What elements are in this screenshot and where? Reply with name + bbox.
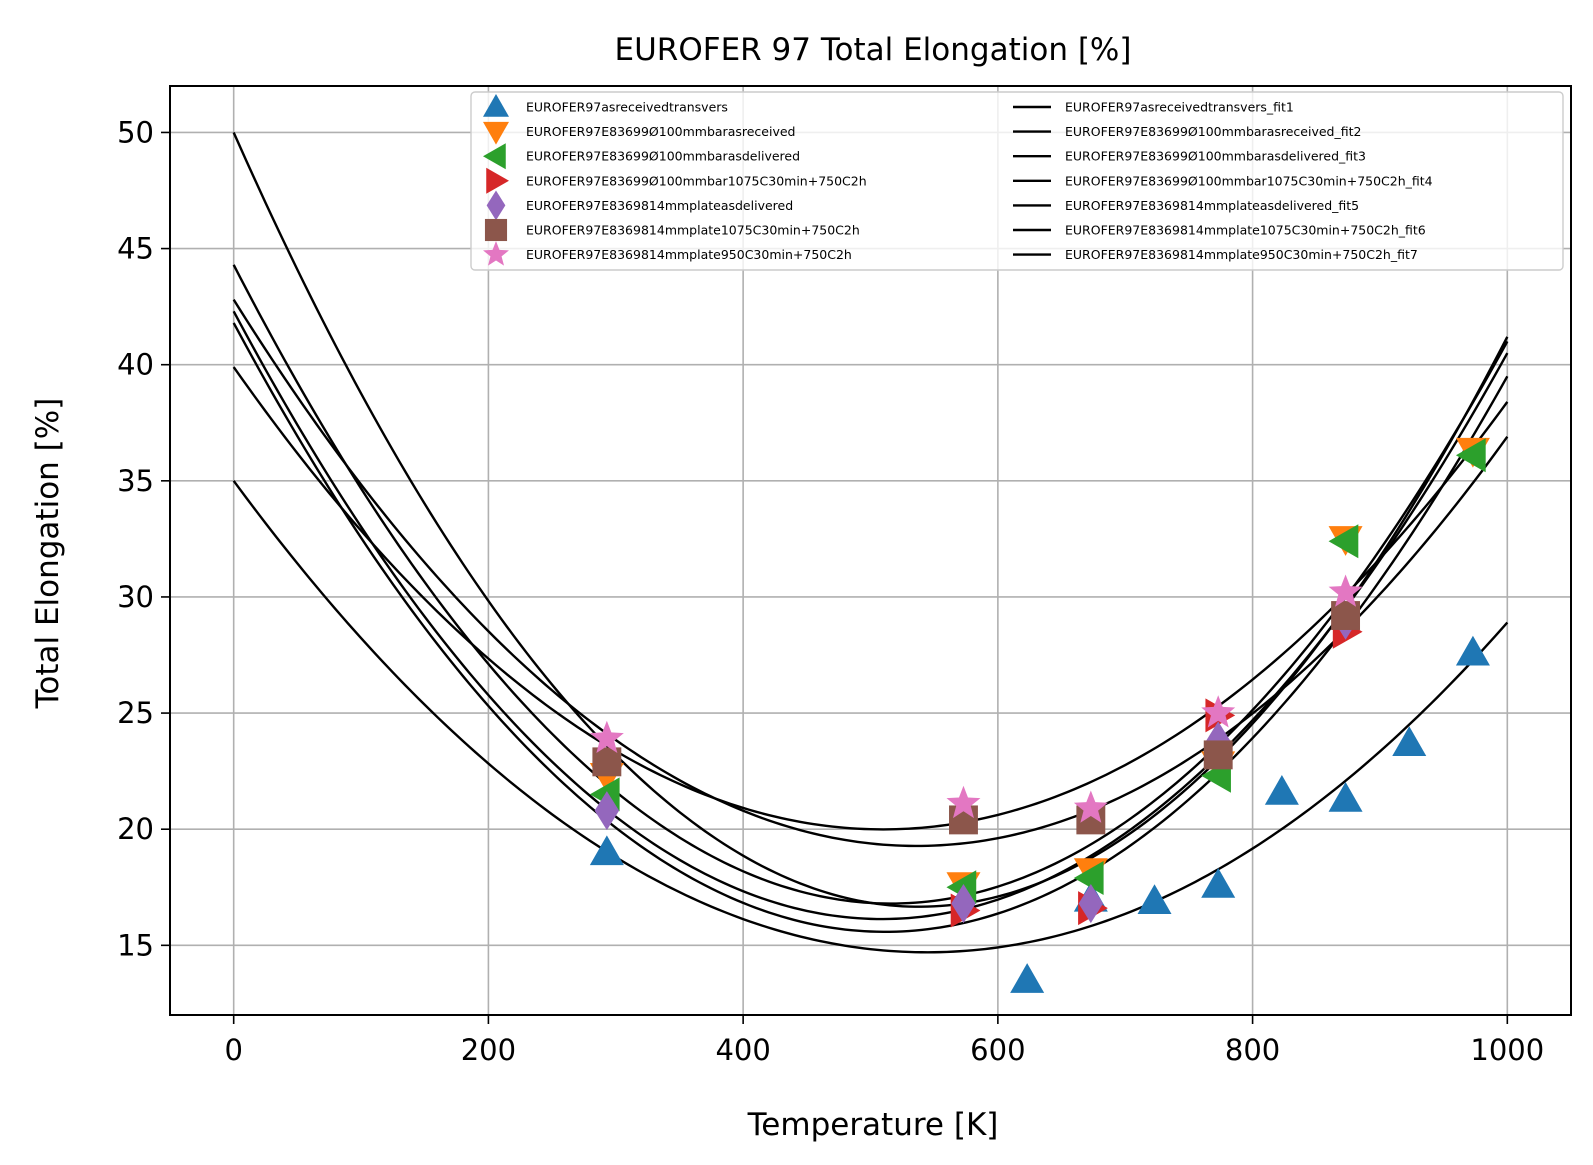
x-tick-label: 0 [224, 1033, 242, 1067]
legend-fit-label-2: EUROFER97E83699Ø100mmbarasreceived_fit2 [1065, 124, 1361, 139]
legend-label-7: EUROFER97E8369814mmplate950C30min+750C2h [526, 247, 852, 262]
legend-marker-5 [486, 190, 506, 221]
data-point-series-1 [1392, 726, 1427, 757]
legend-label-5: EUROFER97E8369814mmplateasdelivered [526, 198, 793, 213]
axis-ticks: 0 200 400 600 800 1000 15 20 25 30 35 40 45 50 [117, 115, 1544, 1067]
data-point-series-1 [1264, 775, 1299, 805]
data-markers [589, 437, 1490, 993]
data-point-series-7 [1328, 574, 1363, 607]
data-point-series-1 [1455, 635, 1490, 666]
fit-line-7 [232, 366, 1509, 831]
legend-label-4: EUROFER97E83699Ø100mmbar1075C30min+750C2… [526, 173, 867, 188]
legend-marker-4 [486, 167, 509, 194]
data-point-series-3 [1328, 524, 1359, 559]
legend-fit-label-4: EUROFER97E83699Ø100mmbar1075C30min+750C2… [1065, 173, 1433, 188]
data-point-series-7 [1201, 695, 1236, 728]
plot-frame [169, 85, 1572, 1016]
y-axis-label: Total Elongation [%] [30, 398, 66, 710]
x-axis-label: Temperature [K] [747, 1107, 999, 1143]
x-tick-label: 200 [461, 1033, 516, 1067]
x-tick-label: 400 [715, 1033, 770, 1067]
legend-fit-label-7: EUROFER97E8369814mmplate950C30min+750C2h… [1065, 247, 1418, 262]
fit-line-3 [232, 264, 1509, 905]
fit-line-5 [232, 322, 1509, 934]
data-point-series-3 [1073, 860, 1104, 895]
legend-fit-label-3: EUROFER97E83699Ø100mmbarasdelivered_fit3 [1065, 149, 1366, 164]
x-tick-label: 1000 [1470, 1033, 1544, 1067]
y-tick-label: 45 [117, 232, 154, 266]
legend-label-6: EUROFER97E8369814mmplate1075C30min+750C2… [526, 223, 860, 238]
legend-label-1: EUROFER97asreceivedtransvers [526, 100, 728, 115]
legend-marker-1 [483, 94, 509, 117]
data-point-series-6 [1203, 740, 1233, 770]
legend-fit-label-1: EUROFER97asreceivedtransvers_fit1 [1065, 100, 1294, 115]
y-tick-label: 30 [117, 580, 154, 614]
data-point-series-1 [1201, 867, 1236, 898]
fit-line-1 [232, 480, 1509, 954]
y-tick-label: 40 [117, 348, 154, 382]
fit-line-6 [232, 299, 1509, 848]
data-point-series-5 [951, 883, 976, 924]
x-tick-label: 600 [970, 1033, 1025, 1067]
y-tick-label: 25 [117, 696, 154, 730]
data-point-series-5 [1078, 883, 1104, 924]
legend-marker-2 [483, 121, 509, 145]
legend-label-3: EUROFER97E83699Ø100mmbarasdelivered [526, 149, 800, 164]
data-point-series-1 [1010, 963, 1045, 993]
data-point-series-7 [589, 720, 624, 754]
legend-marker-6 [484, 218, 508, 242]
data-point-series-5 [594, 791, 620, 831]
legend-fit-label-6: EUROFER97E8369814mmplate1075C30min+750C2… [1065, 223, 1426, 238]
legend-marker-3 [483, 143, 506, 170]
y-tick-label: 15 [117, 928, 154, 962]
legend: EUROFER97asreceivedtransvers EUROFER97E83… [470, 91, 1564, 271]
legend-marker-7 [483, 240, 509, 266]
data-point-series-1 [1328, 782, 1363, 812]
fit-line-4 [232, 310, 1509, 921]
y-tick-label: 50 [117, 115, 154, 149]
chart-title: EUROFER 97 Total Elongation [%] [615, 32, 1132, 68]
data-point-series-1 [589, 835, 624, 866]
data-point-series-7 [946, 785, 981, 819]
fit-lines [232, 131, 1509, 954]
legend-fit-label-5: EUROFER97E8369814mmplateasdelivered_fit5 [1065, 198, 1359, 213]
y-tick-label: 20 [117, 812, 154, 846]
x-tick-label: 800 [1225, 1033, 1280, 1067]
data-point-series-7 [1073, 790, 1108, 823]
data-point-series-3 [1455, 438, 1486, 473]
y-tick-label: 35 [117, 464, 154, 498]
data-point-series-1 [1137, 884, 1172, 914]
legend-label-2: EUROFER97E83699Ø100mmbarasreceived [526, 124, 795, 139]
